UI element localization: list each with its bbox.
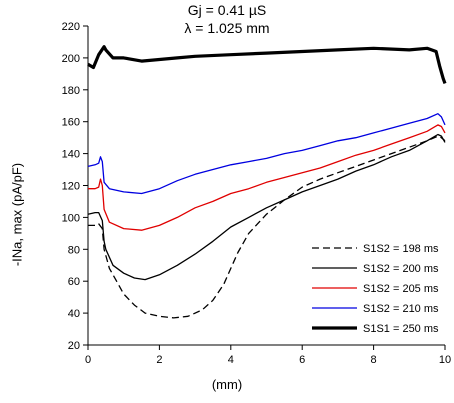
plot-lines	[87, 45, 447, 319]
legend: S1S2 = 198 ms S1S2 = 200 ms S1S2 = 205 ms S…	[312, 243, 439, 335]
x-tick-label: 2	[156, 354, 162, 366]
legend-label: S1S2 = 200 ms	[363, 263, 439, 275]
x-axis-label: (mm)	[211, 377, 243, 392]
series-line	[87, 45, 447, 84]
series-line	[87, 113, 446, 195]
y-tick-label: 180	[62, 85, 80, 97]
legend-label: S1S2 = 210 ms	[363, 303, 439, 315]
x-tick-label: 4	[228, 354, 234, 366]
y-tick-label: 140	[62, 149, 80, 161]
series-line	[88, 124, 446, 231]
y-tick-label: 100	[62, 212, 80, 224]
chart-title-line-2: λ = 1.025 mm	[184, 20, 270, 36]
y-tick-label: 60	[68, 276, 80, 288]
series-line	[87, 133, 446, 281]
chart-title-line-1: Gj = 0.41 µS	[187, 2, 267, 18]
legend-label: S1S2 = 205 ms	[363, 283, 439, 295]
chart-axes: 20 40 60 80 100 120 140 160 180 200 220 0 2 4 6 8 10	[62, 21, 451, 366]
legend-label: S1S2 = 198 ms	[363, 243, 439, 255]
x-tick-label: 0	[85, 354, 91, 366]
y-tick-label: 160	[62, 117, 80, 129]
y-tick-label: 40	[68, 308, 80, 320]
y-tick-label: 120	[62, 181, 80, 193]
y-axis-label: -INa, max (pA/pF)	[9, 162, 25, 267]
x-tick-label: 6	[299, 354, 305, 366]
x-tick-label: 8	[371, 354, 377, 366]
y-tick-label: 80	[68, 244, 80, 256]
series-line	[88, 135, 446, 319]
y-tick-label: 200	[62, 53, 80, 65]
y-tick-label: 220	[62, 21, 80, 33]
y-tick-label: 20	[68, 340, 80, 352]
legend-label: S1S1 = 250 ms	[363, 323, 439, 335]
x-tick-label: 10	[439, 354, 451, 366]
